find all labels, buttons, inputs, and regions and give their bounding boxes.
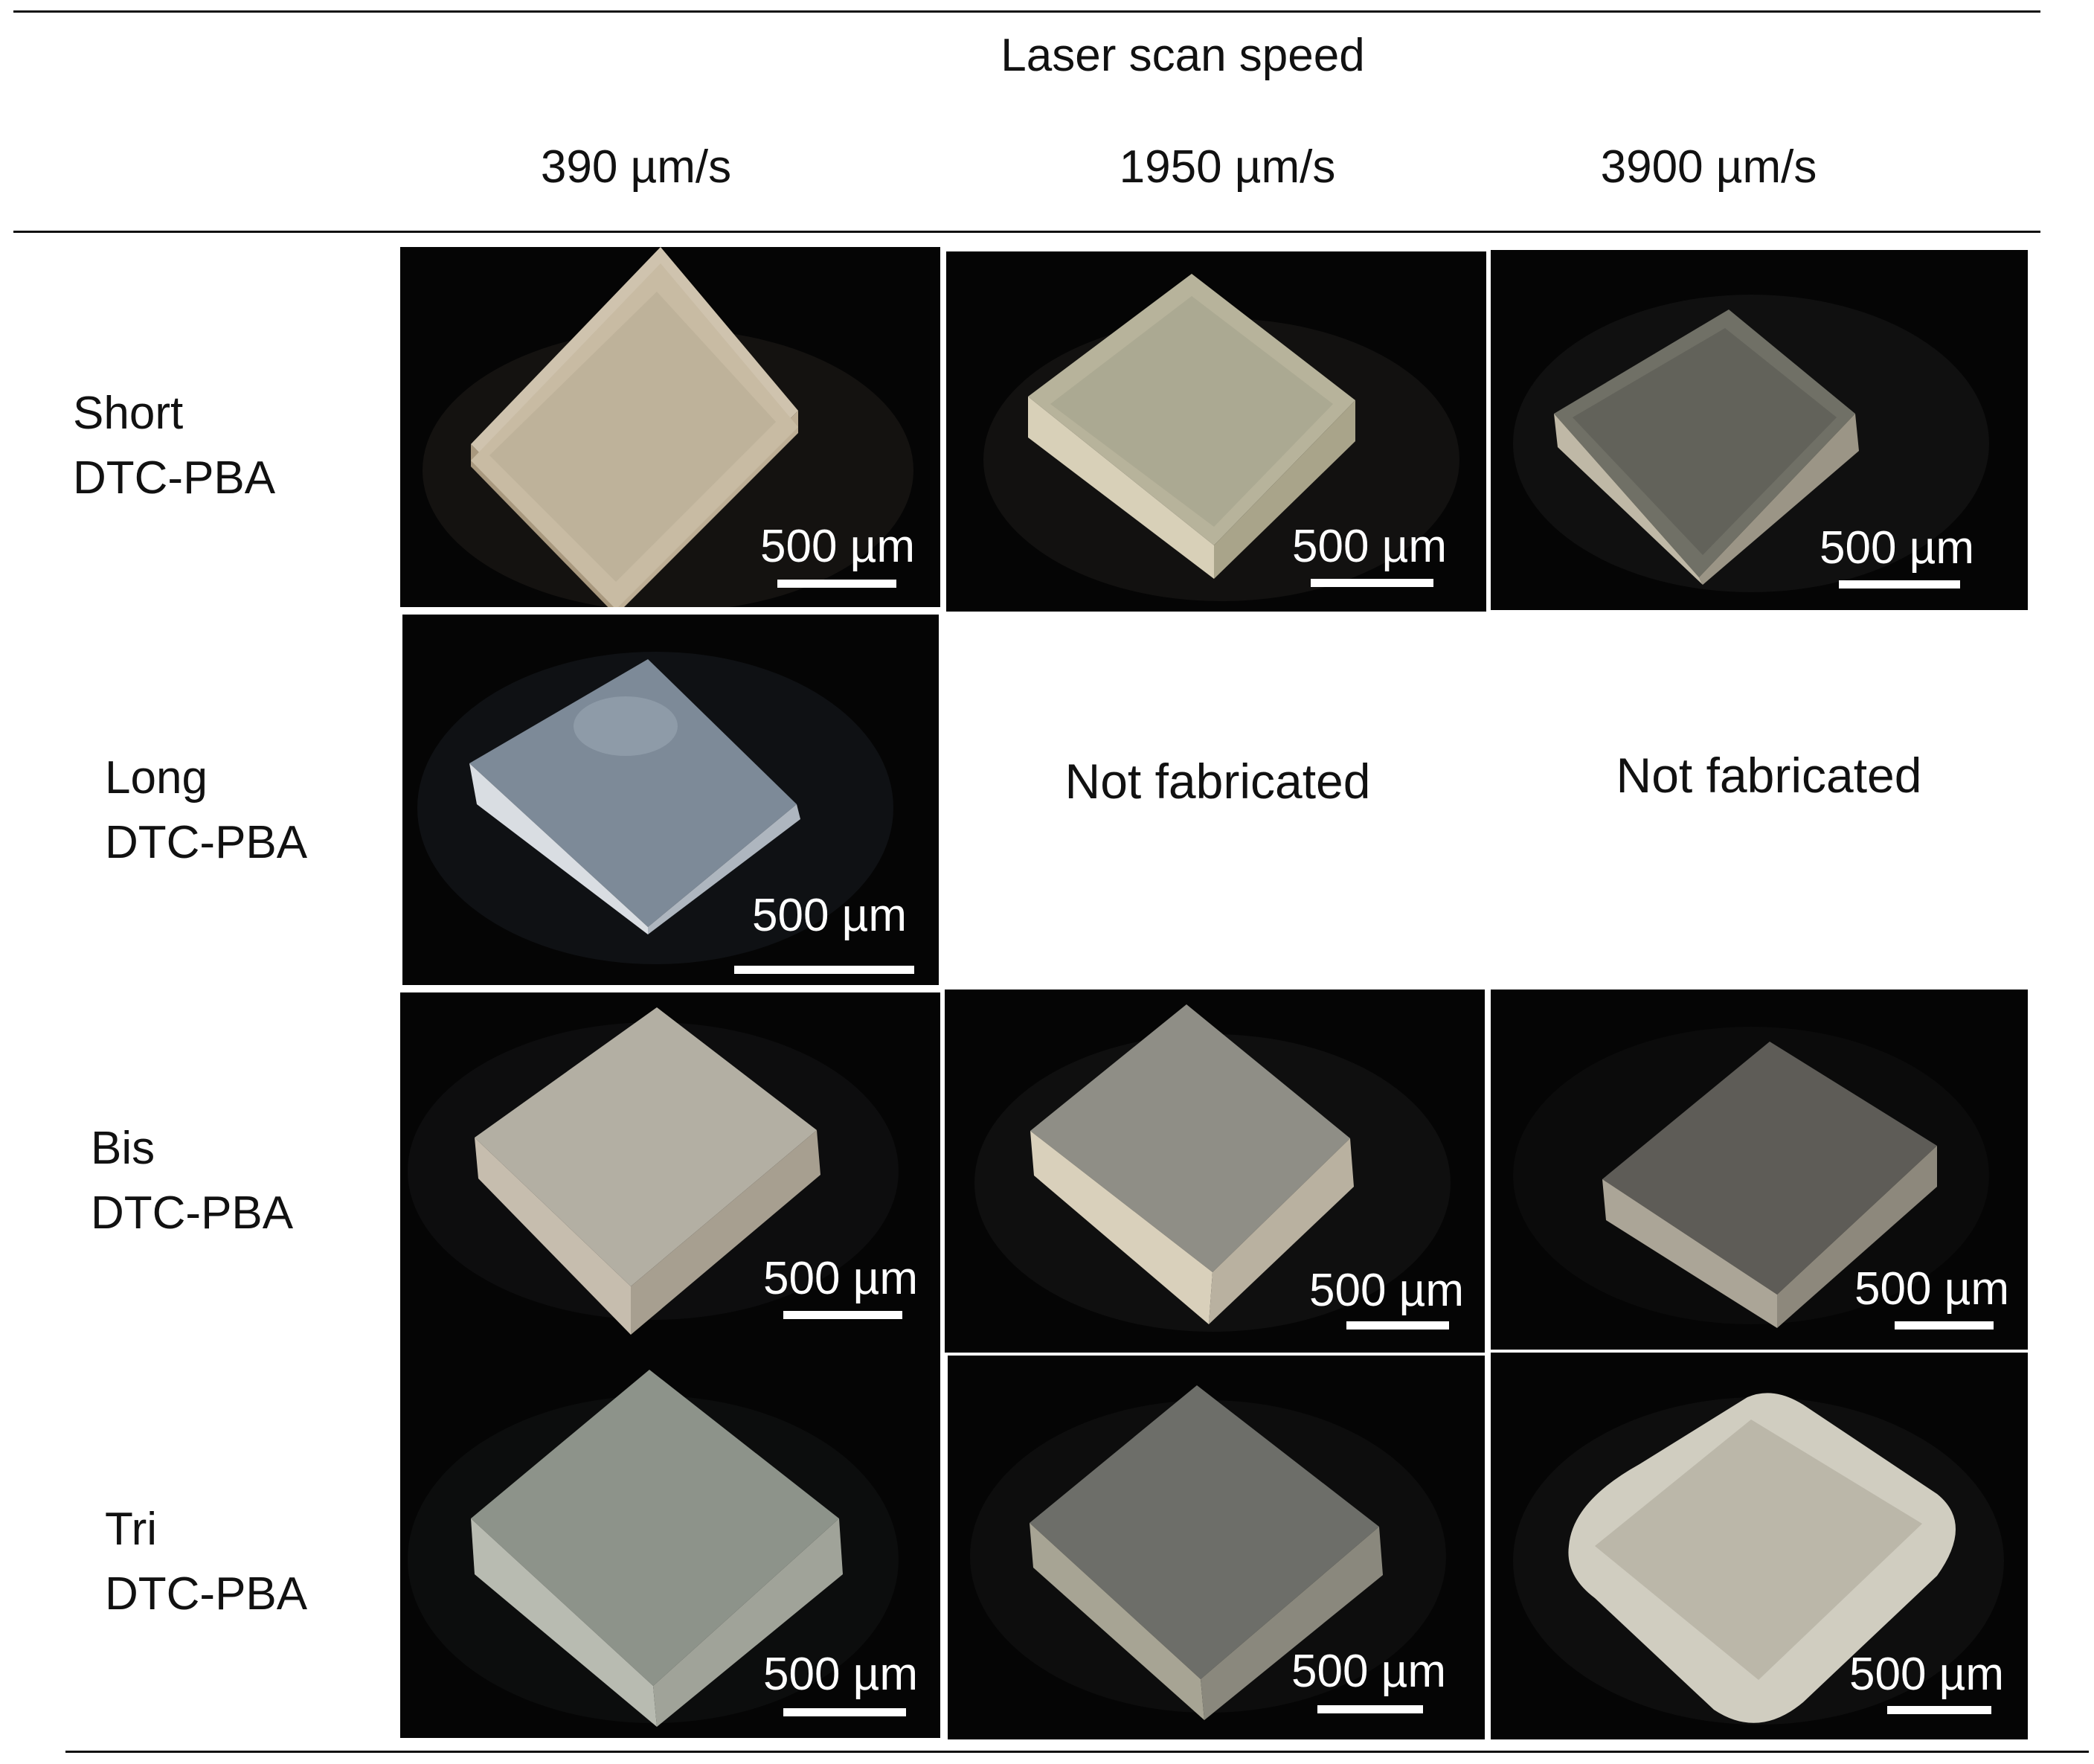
scale-bar bbox=[783, 1708, 906, 1716]
scale-bar-label: 500 µm bbox=[1309, 1265, 1465, 1316]
row-label-tri: Tri DTC-PBA bbox=[105, 1497, 307, 1626]
scale-bar bbox=[734, 966, 914, 974]
scale-bar bbox=[783, 1311, 902, 1319]
column-group-title: Laser scan speed bbox=[1001, 30, 1365, 81]
sample-cube-image bbox=[417, 652, 893, 964]
scale-bar-label: 500 µm bbox=[760, 521, 916, 572]
scale-bar bbox=[1887, 1706, 1991, 1714]
photo-bis-390: 500 µm bbox=[400, 992, 940, 1353]
sample-cube-image bbox=[983, 274, 1459, 601]
row-label-long: Long DTC-PBA bbox=[105, 745, 307, 875]
scale-bar-label: 500 µm bbox=[752, 890, 908, 941]
scale-bar-label: 500 µm bbox=[763, 1649, 919, 1700]
photo-tri-1950: 500 µm bbox=[948, 1356, 1485, 1739]
column-header-1950: 1950 µm/s bbox=[1119, 141, 1336, 193]
sample-cube-image bbox=[408, 1007, 899, 1335]
row-label-short: Short DTC-PBA bbox=[73, 381, 275, 510]
scale-bar-label: 500 µm bbox=[1849, 1649, 2005, 1700]
scale-bar-label: 500 µm bbox=[1292, 521, 1448, 572]
sample-cube-image bbox=[408, 1370, 899, 1727]
photo-tri-3900: 500 µm bbox=[1491, 1353, 2028, 1739]
sample-cube-image bbox=[1513, 295, 1989, 592]
sample-cube-image bbox=[1513, 1027, 1989, 1328]
scale-bar bbox=[1311, 579, 1433, 587]
sample-cube-image bbox=[1513, 1393, 2004, 1725]
scale-bar bbox=[1346, 1321, 1449, 1330]
row-label-line1: Tri bbox=[105, 1504, 157, 1555]
row-label-line2: DTC-PBA bbox=[105, 1568, 308, 1620]
photo-short-3900: 500 µm bbox=[1491, 250, 2028, 610]
scale-bar bbox=[1895, 1321, 1994, 1330]
sample-cube-image bbox=[970, 1385, 1446, 1720]
photo-short-390: 500 µm bbox=[400, 247, 940, 607]
photo-bis-3900: 500 µm bbox=[1491, 990, 2028, 1350]
row-label-line2: DTC-PBA bbox=[73, 452, 276, 504]
sample-cube-image bbox=[974, 1004, 1451, 1332]
row-label-line2: DTC-PBA bbox=[105, 817, 308, 868]
row-label-line1: Bis bbox=[91, 1123, 155, 1174]
not-fabricated-1950: Not fabricated bbox=[1064, 754, 1371, 809]
photo-tri-390: 500 µm bbox=[400, 1351, 940, 1738]
photo-short-1950: 500 µm bbox=[946, 251, 1486, 612]
scale-bar-label: 500 µm bbox=[763, 1253, 919, 1304]
scale-bar bbox=[1317, 1705, 1423, 1713]
photo-long-390: 500 µm bbox=[402, 615, 939, 985]
column-header-3900: 3900 µm/s bbox=[1600, 141, 1817, 193]
sample-cube-image bbox=[423, 247, 913, 607]
top-rule bbox=[13, 10, 2040, 13]
scale-bar-label: 500 µm bbox=[1820, 522, 1975, 574]
bottom-rule bbox=[65, 1751, 2089, 1753]
photo-bis-1950: 500 µm bbox=[945, 990, 1485, 1353]
scale-bar bbox=[1839, 580, 1960, 588]
row-label-line1: Short bbox=[73, 388, 184, 439]
column-header-390: 390 µm/s bbox=[540, 141, 732, 193]
not-fabricated-3900: Not fabricated bbox=[1616, 748, 1922, 803]
scale-bar-label: 500 µm bbox=[1854, 1263, 2010, 1315]
scale-bar bbox=[777, 580, 896, 588]
scale-bar-label: 500 µm bbox=[1291, 1646, 1447, 1697]
row-label-line2: DTC-PBA bbox=[91, 1187, 294, 1239]
row-label-line1: Long bbox=[105, 752, 208, 804]
header-rule bbox=[13, 231, 2040, 233]
row-label-bis: Bis DTC-PBA bbox=[91, 1116, 293, 1245]
